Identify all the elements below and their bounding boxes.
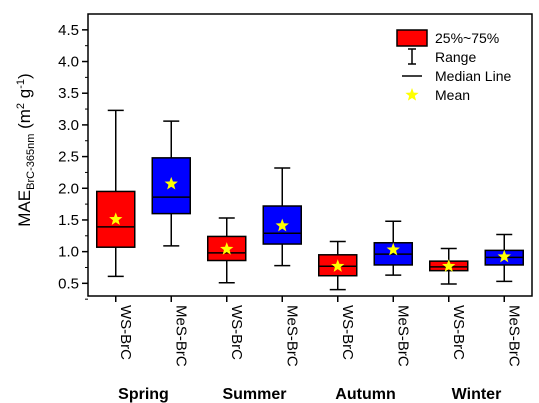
y-label-main: MAE [15,190,34,227]
y-label-unit-close: ) [15,73,34,79]
box-group-autumn-ws-brc [318,240,358,291]
legend-label: Median Line [435,68,511,84]
legend-item-star: Mean [405,87,470,103]
mean-star [220,242,234,255]
y-tick-label: 1.5 [58,212,79,229]
season-label: Summer [222,386,286,403]
mean-star [164,176,178,190]
box-group-summer-mes-brc [262,167,302,267]
y-tick-label: 3.5 [58,85,79,102]
legend-item-box: 25%~75% [396,29,499,47]
season-label: Spring [118,386,169,403]
y-label-subscript: BrC-365nm [25,134,37,190]
legend-item-range: Range [408,48,476,65]
plot-frame [87,13,533,297]
legend-label: Mean [435,87,470,103]
y-label-sup-2: 2 [15,103,27,109]
y-label-unit-open: (m [15,109,34,134]
iqr-box [262,205,302,245]
y-tick-label: 4.5 [58,22,79,39]
box-group-spring-mes-brc [151,120,191,247]
mean-star [442,259,456,272]
y-tick-label: 1.0 [58,244,79,261]
y-tick-label: 4.0 [58,54,79,71]
box-group-autumn-mes-brc [373,220,413,276]
mean-star [497,249,511,263]
y-axis-label: MAEBrC-365nm (m2 g-1) [15,73,37,226]
legend-swatch-box [396,29,428,47]
legend-label: Range [435,49,476,65]
legend-label: 25%~75% [435,30,499,46]
legend-item-line: Median Line [402,68,511,84]
x-category-label: MeS-BrC [172,305,189,367]
x-category-label: WS-BrC [339,305,356,360]
x-category-label: MeS-BrC [283,305,300,367]
y-tick-label: 3.0 [58,117,79,134]
mean-star [109,212,123,225]
y-label-unit-mid: g [15,89,34,103]
x-category-label: WS-BrC [450,305,467,360]
mean-star [386,242,400,256]
svg-text:MAEBrC-365nm (m2 g-1): MAEBrC-365nm (m2 g-1) [15,73,37,226]
x-category-label: MeS-BrC [394,305,411,367]
y-tick-label: 0.5 [58,275,79,292]
x-category-label: WS-BrC [228,305,245,360]
x-category-label: WS-BrC [117,305,134,360]
box-group-winter-mes-brc [484,233,524,283]
mean-star [331,259,345,272]
box-group-spring-ws-brc [96,109,136,278]
y-tick-label: 2.0 [58,180,79,197]
box-group-winter-ws-brc [429,247,469,285]
legend-swatch-star [405,88,419,101]
season-label: Autumn [335,386,395,403]
y-label-sup-neg1: -1 [15,79,27,89]
legend: 25%~75% Range Median Line Mean [396,29,511,103]
y-tick-label: 2.5 [58,149,79,166]
box-group-summer-ws-brc [207,217,247,284]
x-category-label: MeS-BrC [505,305,522,367]
mean-star [275,218,289,232]
season-label: Winter [452,386,502,403]
